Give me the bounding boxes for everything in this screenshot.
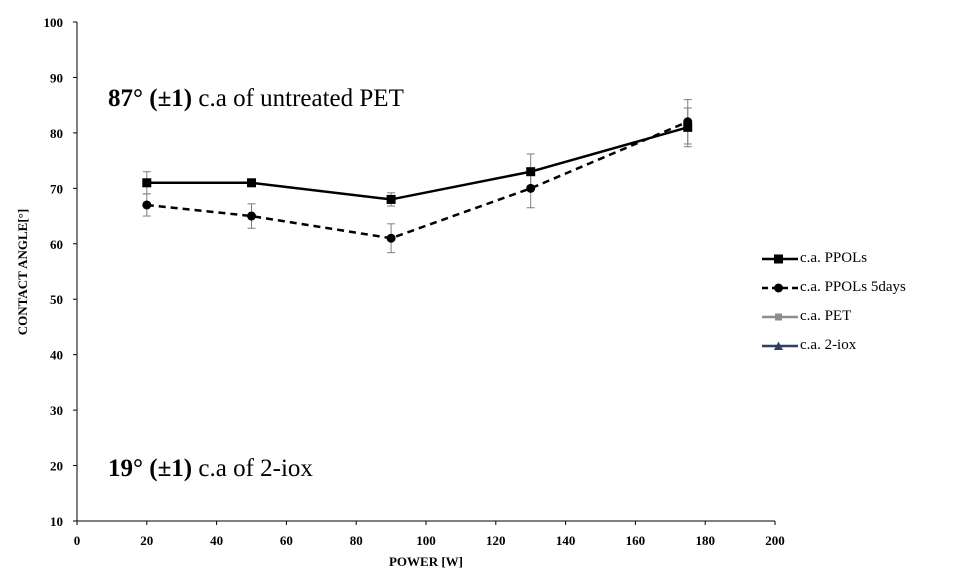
y-tick-label: 40 <box>50 348 63 363</box>
y-tick-label: 90 <box>50 70 63 85</box>
series-0-point <box>526 167 536 177</box>
series-1-point <box>526 183 536 193</box>
y-tick-label: 30 <box>50 403 63 418</box>
series-1-point <box>386 233 396 243</box>
y-tick-label: 20 <box>50 459 63 474</box>
x-tick-label: 0 <box>74 533 81 548</box>
legend: c.a. PPOLs c.a. PPOLs 5days c.a. PET c.a… <box>762 244 906 360</box>
legend-label-ppols-5days: c.a. PPOLs 5days <box>800 279 906 295</box>
x-tick-label: 200 <box>765 533 785 548</box>
annotation-untreated-pet-value: 87° (±1) <box>108 85 193 112</box>
y-tick-label: 50 <box>50 292 63 307</box>
legend-swatch-pet <box>762 313 798 320</box>
axes: 10 20 30 40 50 60 70 80 90 100 0 20 40 60 80 100 120 140 1… <box>44 15 785 548</box>
legend-item-2-iox: c.a. 2-iox <box>762 331 906 360</box>
y-tick-label: 100 <box>44 15 64 30</box>
series-0-line <box>146 126 689 201</box>
annotation-untreated-pet-text: c.a of untreated PET <box>192 85 404 112</box>
annotation-2-iox-text: c.a of 2-iox <box>192 455 313 482</box>
legend-swatch-ppols <box>762 254 798 263</box>
y-axis-title: CONTACT ANGLE[°] <box>15 209 30 335</box>
series-1-point <box>683 117 693 127</box>
legend-label-2-iox: c.a. 2-iox <box>800 337 857 353</box>
series-1-line <box>146 120 689 240</box>
legend-item-ppols: c.a. PPOLs <box>762 244 906 273</box>
series-1-point <box>142 200 152 210</box>
legend-item-ppols-5days: c.a. PPOLs 5days <box>762 273 906 302</box>
legend-swatch-ppols-5days <box>762 283 798 292</box>
x-axis-title: POWER [W] <box>389 554 463 569</box>
x-tick-label: 40 <box>210 533 223 548</box>
x-tick-label: 60 <box>280 533 293 548</box>
series-0-point <box>386 194 396 204</box>
legend-item-pet: c.a. PET <box>762 302 906 331</box>
x-tick-label: 100 <box>416 533 436 548</box>
y-tick-label: 60 <box>50 237 63 252</box>
series-lines <box>146 120 689 240</box>
series-0-point <box>142 178 152 188</box>
annotation-untreated-pet: 87° (±1) c.a of untreated PET <box>108 85 404 113</box>
legend-label-ppols: c.a. PPOLs <box>800 250 868 266</box>
legend-swatch-2-iox <box>762 341 798 350</box>
x-tick-label: 180 <box>695 533 715 548</box>
x-tick-label: 120 <box>486 533 506 548</box>
annotation-2-iox: 19° (±1) c.a of 2-iox <box>108 455 313 483</box>
series-0-point <box>247 178 256 188</box>
y-tick-label: 80 <box>50 126 63 141</box>
x-tick-label: 80 <box>350 533 363 548</box>
legend-label-pet: c.a. PET <box>800 308 852 324</box>
annotation-2-iox-value: 19° (±1) <box>108 455 193 482</box>
series-markers <box>142 117 693 243</box>
series-0-point <box>683 122 693 132</box>
x-tick-label: 160 <box>626 533 646 548</box>
y-tick-label: 10 <box>50 514 63 529</box>
x-tick-label: 20 <box>140 533 153 548</box>
y-tick-label: 70 <box>50 181 63 196</box>
error-bars <box>142 99 692 254</box>
x-tick-label: 140 <box>556 533 576 548</box>
series-1-point <box>247 211 256 221</box>
